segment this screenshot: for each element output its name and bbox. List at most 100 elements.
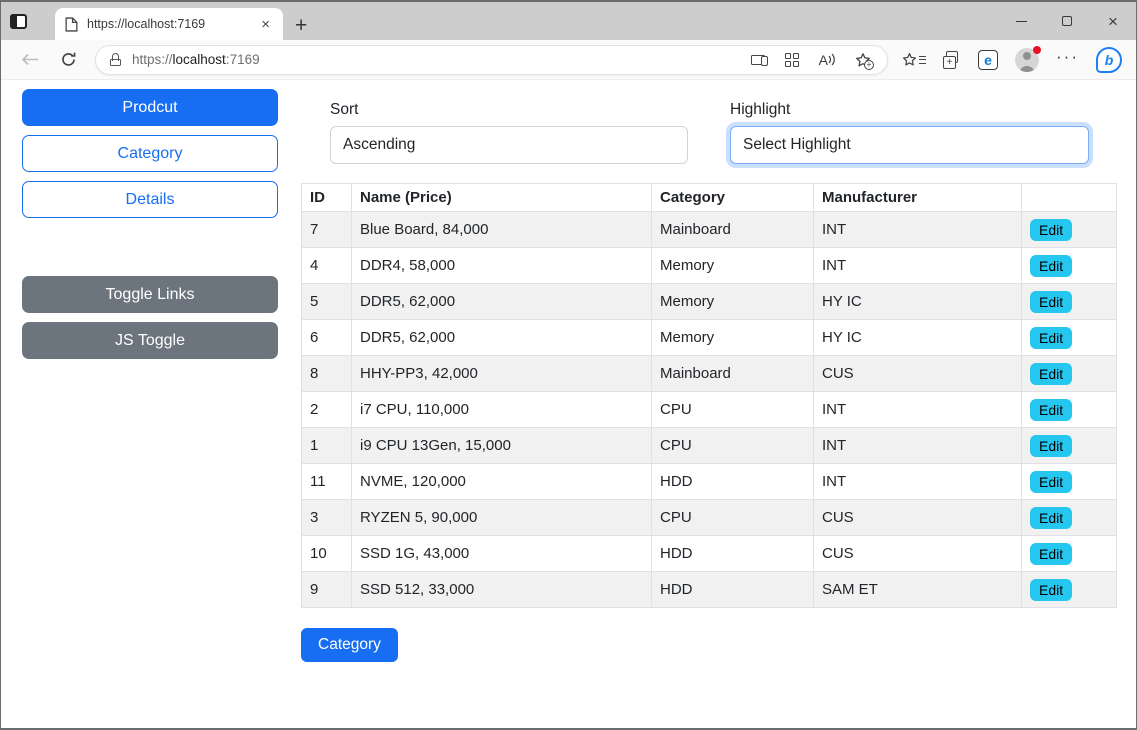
category-footer-button[interactable]: Category — [301, 628, 398, 662]
column-header — [1021, 183, 1117, 212]
cell-category: CPU — [651, 499, 814, 536]
edit-button[interactable]: Edit — [1030, 542, 1073, 565]
active-tab[interactable]: https://localhost:7169 × — [55, 8, 283, 40]
details-button[interactable]: Details — [22, 181, 278, 218]
cell-actions: Edit — [1021, 211, 1117, 248]
cell-id: 4 — [301, 247, 352, 284]
cell-manufacturer: CUS — [813, 535, 1022, 572]
edit-button[interactable]: Edit — [1030, 398, 1073, 421]
cell-manufacturer: HY IC — [813, 283, 1022, 320]
cell-actions: Edit — [1021, 427, 1117, 464]
cell-id: 8 — [301, 355, 352, 392]
highlight-select[interactable]: Select Highlight — [730, 126, 1089, 164]
address-bar[interactable]: https://localhost:7169 A — [95, 44, 889, 75]
product-button[interactable]: Prodcut — [22, 89, 278, 126]
cell-id: 11 — [301, 463, 352, 500]
cell-name-price: DDR4, 58,000 — [351, 247, 652, 284]
cell-name-price: DDR5, 62,000 — [351, 319, 652, 356]
add-favorite-button[interactable]: + — [855, 52, 875, 70]
page-icon — [65, 16, 78, 32]
minimize-icon — [1015, 20, 1027, 22]
table-row: 1 i9 CPU 13Gen, 15,000 CPU INT Edit — [301, 427, 1117, 464]
close-button[interactable]: × — [1090, 2, 1136, 40]
cell-id: 7 — [301, 211, 352, 248]
new-tab-button[interactable]: + — [295, 14, 308, 37]
edit-button[interactable]: Edit — [1030, 326, 1073, 349]
edit-button[interactable]: Edit — [1030, 218, 1073, 241]
edit-button[interactable]: Edit — [1030, 254, 1073, 277]
cell-actions: Edit — [1021, 463, 1117, 500]
cell-id: 2 — [301, 391, 352, 428]
cell-actions: Edit — [1021, 247, 1117, 284]
table-row: 7 Blue Board, 84,000 Mainboard INT Edit — [301, 211, 1117, 248]
cell-actions: Edit — [1021, 319, 1117, 356]
tab-actions-icon — [9, 13, 27, 29]
address-bar-icons: A + — [750, 52, 875, 70]
edit-button[interactable]: Edit — [1030, 578, 1073, 601]
table-row: 3 RYZEN 5, 90,000 CPU CUS Edit — [301, 499, 1117, 536]
maximize-button[interactable] — [1044, 2, 1090, 40]
cell-manufacturer: INT — [813, 463, 1022, 500]
cell-actions: Edit — [1021, 499, 1117, 536]
cell-name-price: i9 CPU 13Gen, 15,000 — [351, 427, 652, 464]
apps-button[interactable] — [784, 52, 799, 67]
sort-select[interactable]: Ascending — [330, 126, 688, 164]
toggle-links-button[interactable]: Toggle Links — [22, 276, 278, 313]
js-toggle-button[interactable]: JS Toggle — [22, 322, 278, 359]
table-row: 8 HHY-PP3, 42,000 Mainboard CUS Edit — [301, 355, 1117, 392]
edit-button[interactable]: Edit — [1030, 470, 1073, 493]
settings-more-button[interactable]: ··· — [1056, 48, 1079, 71]
cell-manufacturer: SAM ET — [813, 571, 1022, 608]
table-body: 7 Blue Board, 84,000 Mainboard INT Edit 4 DDR4… — [301, 211, 1117, 608]
cell-actions: Edit — [1021, 391, 1117, 428]
cell-id: 9 — [301, 571, 352, 608]
collections-button[interactable]: + — [943, 50, 961, 69]
edit-button[interactable]: Edit — [1030, 434, 1073, 457]
tab-close-icon[interactable]: × — [261, 15, 270, 33]
table-row: 6 DDR5, 62,000 Memory HY IC Edit — [301, 319, 1117, 356]
cell-manufacturer: INT — [813, 247, 1022, 284]
tab-actions-button[interactable] — [1, 2, 35, 40]
browser-toolbar: https://localhost:7169 A — [1, 40, 1136, 80]
table-row: 5 DDR5, 62,000 Memory HY IC Edit — [301, 283, 1117, 320]
category-button[interactable]: Category — [22, 135, 278, 172]
sidebar: Prodcut Category Details Toggle Links JS Tog… — [1, 80, 281, 728]
cell-category: HDD — [651, 535, 814, 572]
table-row: 9 SSD 512, 33,000 HDD SAM ET Edit — [301, 571, 1117, 608]
edit-button[interactable]: Edit — [1030, 290, 1073, 313]
refresh-button[interactable] — [53, 45, 83, 75]
send-to-device-button[interactable] — [750, 54, 768, 66]
cell-actions: Edit — [1021, 283, 1117, 320]
edit-button[interactable]: Edit — [1030, 362, 1073, 385]
table-row: 10 SSD 1G, 43,000 HDD CUS Edit — [301, 535, 1117, 572]
cell-category: Mainboard — [651, 355, 814, 392]
bing-chat-button[interactable]: b — [1096, 46, 1122, 73]
edit-button[interactable]: Edit — [1030, 506, 1073, 529]
ie-mode-icon: e — [978, 49, 999, 70]
refresh-icon — [61, 52, 75, 66]
cell-id: 6 — [301, 319, 352, 356]
cell-name-price: DDR5, 62,000 — [351, 283, 652, 320]
cell-category: Memory — [651, 283, 814, 320]
column-header: ID — [301, 183, 352, 212]
favorites-star-icon — [903, 53, 917, 66]
cell-manufacturer: INT — [813, 427, 1022, 464]
cell-category: Memory — [651, 319, 814, 356]
cell-category: CPU — [651, 391, 814, 428]
profile-button[interactable] — [1015, 45, 1042, 72]
read-aloud-icon: A — [818, 51, 829, 68]
back-button[interactable] — [15, 45, 45, 75]
minimize-button[interactable] — [998, 2, 1044, 40]
back-icon — [21, 53, 38, 66]
page-content: Prodcut Category Details Toggle Links JS Tog… — [1, 80, 1136, 728]
read-aloud-waves-icon — [828, 53, 835, 66]
favorites-button[interactable] — [902, 52, 927, 67]
column-header: Category — [651, 183, 814, 212]
read-aloud-button[interactable]: A — [819, 52, 835, 68]
cell-manufacturer: INT — [813, 211, 1022, 248]
tab-title: https://localhost:7169 — [87, 17, 206, 31]
main-panel: Sort Ascending Highlight Select Highligh… — [301, 80, 1117, 728]
table-row: 11 NVME, 120,000 HDD INT Edit — [301, 463, 1117, 500]
ie-mode-button[interactable]: e — [978, 49, 999, 70]
